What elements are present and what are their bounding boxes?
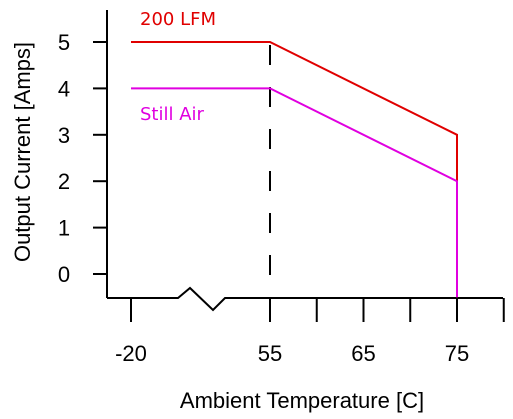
y-tick-label-5: 5 bbox=[58, 30, 70, 55]
x-tick-label-75: 75 bbox=[445, 341, 469, 366]
series-line-2 bbox=[131, 87, 458, 298]
y-tick-label-3: 3 bbox=[58, 123, 70, 148]
y-axis-label: Output Current [Amps] bbox=[10, 42, 35, 262]
x-axis-label: Ambient Temperature [C] bbox=[180, 388, 424, 413]
x-tick-label-65: 65 bbox=[351, 341, 375, 366]
y-tick-label-2: 2 bbox=[58, 169, 70, 194]
x-axis-line-with-break bbox=[107, 286, 503, 312]
series-label-1: 200 LFM bbox=[140, 9, 216, 30]
x-tick-label-55: 55 bbox=[258, 341, 282, 366]
y-tick-label-0: 0 bbox=[58, 262, 70, 287]
series-label-2: Still Air bbox=[140, 104, 205, 125]
x-tick-label--20: -20 bbox=[115, 341, 147, 366]
y-tick-label-4: 4 bbox=[58, 76, 70, 101]
axes bbox=[93, 10, 505, 322]
y-tick-label-1: 1 bbox=[58, 216, 70, 241]
tick-labels: 0 1 2 3 4 5 -20 55 65 75 bbox=[58, 30, 469, 366]
series-group: 200 LFM Still Air bbox=[131, 9, 458, 298]
series-line-1 bbox=[131, 41, 458, 298]
